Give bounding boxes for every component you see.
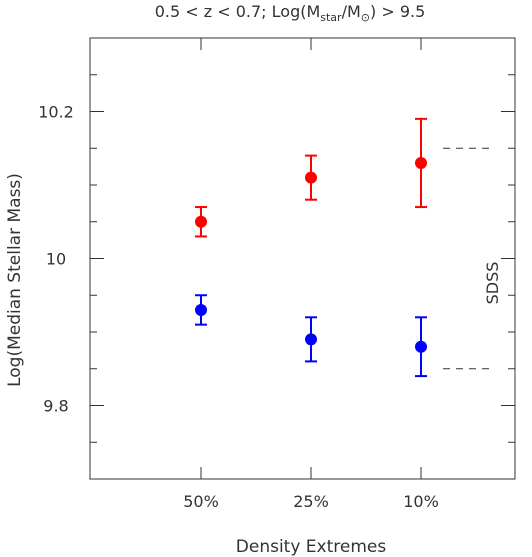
data-point [195,215,207,228]
title-sub2: ⊙ [361,11,370,24]
x-tick-label: 10% [403,492,439,511]
data-marks [195,117,427,378]
data-point [195,303,207,316]
plot-frame [89,37,516,480]
data-point [305,171,317,184]
data-point [415,340,427,353]
axis-ticks: 9.8 10 10.2 50% 25% 10% [38,37,515,511]
x-tick-label: 25% [293,492,329,511]
data-point [305,333,317,346]
title-sub1: star [320,11,342,24]
title-mid: /M [342,2,361,21]
y-tick-label: 10 [46,250,66,269]
x-tick-label: 50% [183,492,219,511]
chart-title: 0.5 < z < 0.7; Log(Mstar/M⊙) > 9.5 [155,2,426,24]
title-tail: ) > 9.5 [370,2,425,21]
y-axis-title: Log(Median Stellar Mass) [5,173,25,387]
x-axis-title: Density Extremes [236,537,387,557]
y-tick-label: 9.8 [43,397,68,416]
data-point [415,156,427,169]
title-main: 0.5 < z < 0.7; Log(M [155,2,321,21]
sdss-label: SDSS [483,262,502,305]
reference-lines [443,147,495,370]
y-tick-label: 10.2 [38,103,74,122]
